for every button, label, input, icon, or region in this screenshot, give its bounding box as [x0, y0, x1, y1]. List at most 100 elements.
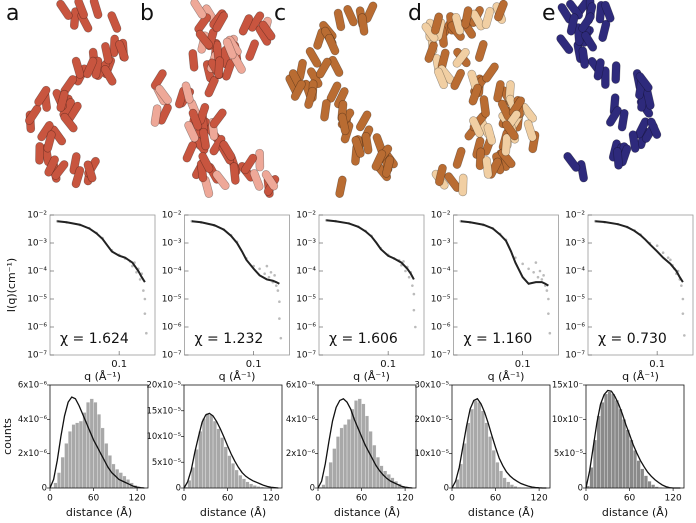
y-tick-label: 10⁻⁴	[296, 267, 316, 277]
helix	[382, 155, 395, 178]
histogram-bar	[361, 403, 366, 489]
histogram-bar	[343, 424, 348, 489]
data-point	[411, 284, 414, 287]
y-tick-label: 6x10⁻⁶	[18, 381, 48, 391]
helix	[101, 42, 113, 65]
histogram-bar	[611, 393, 616, 489]
histogram-bar	[491, 450, 496, 489]
data-point	[412, 292, 416, 296]
histogram-bar	[651, 484, 656, 489]
helix	[255, 148, 265, 172]
axes-frame	[317, 384, 417, 489]
helix	[565, 0, 583, 20]
distance-curve	[317, 397, 413, 489]
panel-label: b	[140, 1, 154, 26]
distance-curve	[49, 396, 145, 489]
helix	[188, 49, 199, 72]
x-tick-label: 120	[665, 494, 682, 504]
y-tick-label: 10x10⁻⁵	[146, 432, 181, 442]
helix	[493, 80, 505, 103]
y-tick-label: 20x10⁻⁵	[146, 381, 181, 391]
protein-structure	[25, 0, 129, 189]
saxs-plot: 10⁻² 10⁻³ 10⁻⁴ 10⁻⁵ 10⁻⁶ 10⁻⁷ 0.1 χ = 1.232 q (Å…	[162, 211, 290, 383]
axes-frame	[318, 214, 425, 356]
fit-line	[326, 219, 415, 280]
helix	[56, 0, 73, 20]
distance-histogram: 0 2x10⁻⁶ 4x10⁻⁶ 6x10⁻⁶ 0 60 120 distance (Å)	[286, 381, 417, 519]
x-tick-label: 60	[624, 494, 636, 504]
axes-frame	[587, 214, 694, 356]
y-tick-label: 10⁻³	[431, 239, 451, 249]
data-point	[267, 275, 271, 279]
helix	[452, 47, 470, 68]
helix	[198, 151, 214, 173]
y-tick-label: 10x10⁻	[552, 415, 583, 425]
histogram-bar	[640, 468, 645, 489]
histogram-bar	[350, 408, 355, 489]
helix	[212, 170, 230, 191]
helix	[199, 127, 210, 151]
helix	[566, 13, 579, 36]
y-tick-label: 6x10⁻⁶	[286, 381, 316, 391]
helix	[190, 0, 207, 19]
y-tick-label: 15x10⁻⁵	[146, 406, 181, 416]
data-point	[138, 278, 142, 281]
x-tick-label: 0	[583, 494, 589, 504]
helix	[182, 141, 197, 163]
x-tick-label: 60	[88, 494, 100, 504]
histogram-bar	[60, 456, 65, 489]
panel-label: a	[6, 1, 19, 26]
x-axis-label: q (Å⁻¹)	[84, 370, 121, 383]
data-point	[547, 297, 550, 301]
x-axis-label: q (Å⁻¹)	[622, 370, 659, 383]
data-point	[135, 270, 138, 274]
histogram-bar	[466, 422, 471, 489]
histogram-bar	[622, 419, 627, 489]
helix	[194, 13, 212, 34]
helix	[195, 29, 214, 50]
data-point	[274, 284, 278, 287]
histogram-bar	[629, 439, 634, 489]
histogram-bar	[484, 422, 489, 489]
chi-annotation: χ = 1.232	[195, 331, 264, 347]
data-point	[142, 289, 145, 292]
histogram-bar	[67, 431, 72, 489]
data-point	[278, 300, 281, 304]
x-tick-label: 0.1	[515, 359, 531, 370]
data-point	[276, 289, 280, 292]
helix	[479, 95, 490, 118]
helix	[468, 83, 482, 106]
y-tick-label: 30x10⁻⁵	[414, 381, 449, 391]
helix	[60, 112, 78, 133]
y-tick-label: 10⁻⁶	[565, 323, 585, 333]
histogram-bar	[596, 415, 601, 489]
data-point	[683, 334, 686, 337]
y-tick-label: 10⁻²	[565, 211, 585, 221]
y-tick-label: 10⁻⁶	[27, 323, 47, 333]
x-axis-label: q (Å⁻¹)	[488, 370, 525, 383]
histogram-bar	[495, 462, 500, 489]
helix	[209, 108, 227, 129]
distance-curve	[585, 389, 681, 489]
distance-histogram: 0 10x10⁻⁵ 20x10⁻⁵ 30x10⁻⁵ 0 60 120 distance (Å)	[414, 381, 551, 519]
y-tick-label: 10⁻⁶	[162, 323, 182, 333]
histogram-bar	[480, 410, 485, 489]
chi-annotation: χ = 1.160	[464, 331, 533, 347]
helix	[434, 67, 449, 90]
helix	[628, 130, 640, 153]
helix	[450, 68, 466, 91]
x-tick-label: 120	[129, 494, 146, 504]
data-point	[278, 317, 281, 320]
helix	[51, 160, 69, 180]
x-tick-label: 0	[449, 494, 455, 504]
histogram-bar	[647, 480, 652, 489]
y-tick-label: 10⁻⁷	[565, 351, 585, 361]
histogram-bar	[383, 470, 388, 489]
y-tick-label: 10⁻²	[431, 211, 451, 221]
data-point	[666, 256, 670, 259]
helix	[482, 62, 499, 83]
protein-structure	[421, 0, 540, 197]
data-point	[273, 274, 276, 277]
y-tick-label: 5x10⁻⁵	[554, 449, 583, 459]
